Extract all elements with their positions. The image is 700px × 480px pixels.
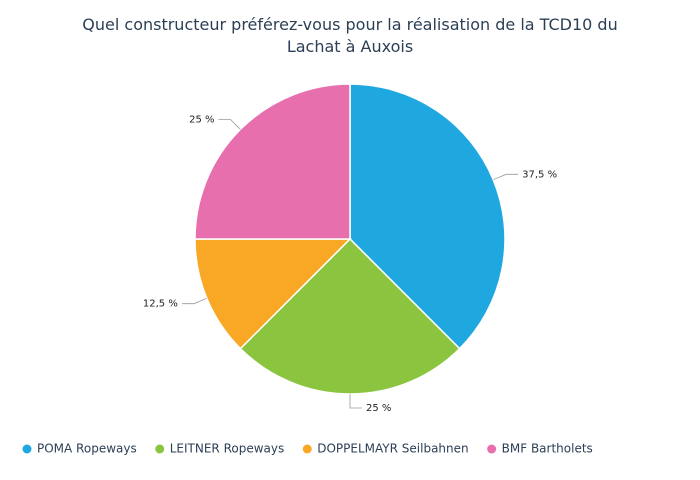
data-label: 25 % [366, 403, 391, 414]
data-label: 37,5 % [522, 169, 557, 180]
legend-marker [487, 444, 497, 454]
legend-marker [155, 444, 165, 454]
data-label: 12,5 % [143, 299, 178, 310]
legend-label: LEITNER Ropeways [170, 442, 285, 456]
legend-label: BMF Bartholets [502, 442, 593, 456]
legend-label: DOPPELMAYR Seilbahnen [317, 442, 468, 456]
legend-marker [302, 444, 312, 454]
pie-slice [194, 83, 351, 240]
leader-line [349, 394, 362, 409]
leader-line [218, 119, 241, 130]
leader-line [493, 173, 519, 181]
chart-title: Quel constructeur préférez-vous pour la … [82, 15, 618, 56]
leader-line [181, 297, 207, 305]
legend-label: POMA Ropeways [37, 442, 137, 456]
legend-marker [22, 444, 32, 454]
data-label: 25 % [189, 114, 214, 125]
